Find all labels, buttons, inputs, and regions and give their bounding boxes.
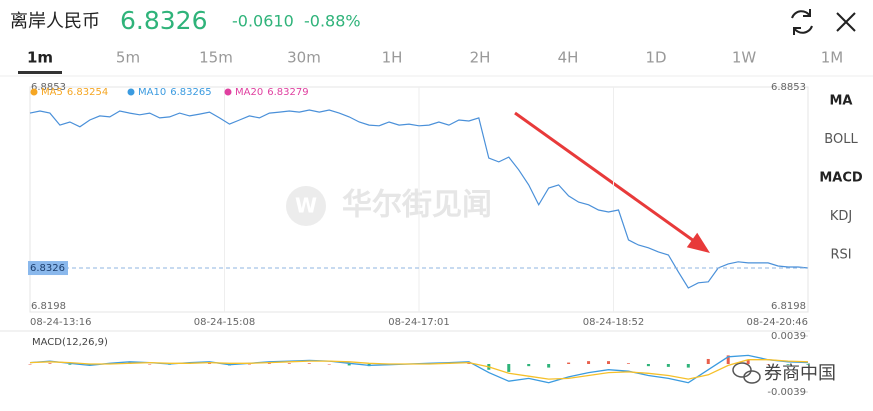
tab[interactable]: 4H bbox=[558, 49, 579, 67]
tab[interactable]: 1D bbox=[645, 49, 666, 67]
svg-text:W: W bbox=[295, 194, 317, 218]
histogram-bar bbox=[527, 364, 531, 367]
close-icon[interactable] bbox=[836, 12, 856, 32]
legend-value: 6.83254 bbox=[67, 87, 108, 98]
last-price-badge bbox=[28, 261, 68, 276]
tab[interactable]: 1m bbox=[27, 49, 53, 67]
tab[interactable]: 1M bbox=[821, 49, 844, 67]
change-percent: -0.88% bbox=[304, 12, 361, 31]
last-price-label: 6.8326 bbox=[30, 263, 65, 274]
y-tick-label: 6.8853 bbox=[31, 82, 66, 93]
watermark: 券商中国 bbox=[764, 363, 836, 384]
histogram-bar bbox=[287, 363, 291, 364]
legend-name: MA10 bbox=[138, 87, 166, 98]
refresh-icon[interactable] bbox=[791, 9, 813, 35]
y-tick-label: 0.0039 bbox=[771, 331, 806, 342]
wechat-icon bbox=[732, 362, 761, 384]
change: -0.0610 bbox=[232, 12, 294, 31]
logo-watermark: W bbox=[286, 186, 326, 226]
histogram-bar bbox=[587, 361, 591, 364]
histogram-bar bbox=[68, 364, 72, 365]
histogram-bar bbox=[626, 363, 630, 364]
histogram-bar bbox=[507, 364, 511, 372]
legend-value: 6.83279 bbox=[267, 87, 308, 98]
histogram-bar bbox=[607, 361, 611, 364]
indicator-tab[interactable]: BOLL bbox=[824, 132, 858, 147]
tab[interactable]: 1W bbox=[732, 49, 757, 67]
x-tick-label: 08-24-13:16 bbox=[30, 317, 91, 328]
tab[interactable]: 1H bbox=[382, 49, 403, 67]
x-tick-label: 08-24-20:46 bbox=[747, 317, 808, 328]
histogram-bar bbox=[746, 359, 750, 364]
watermark: 华尔街见闻 bbox=[342, 188, 492, 223]
x-tick-label: 08-24-15:08 bbox=[194, 317, 255, 328]
histogram-bar bbox=[786, 364, 790, 365]
legend-dot bbox=[127, 88, 135, 96]
tab-underline bbox=[18, 71, 62, 74]
legend-item: MA10 6.83265 bbox=[138, 87, 212, 98]
title: 离岸人民币 bbox=[10, 11, 100, 32]
histogram-bar bbox=[766, 364, 770, 365]
dea-line bbox=[29, 359, 809, 380]
legend-name: MA20 bbox=[235, 87, 263, 98]
histogram-bar bbox=[347, 364, 351, 366]
legend-dot bbox=[30, 88, 38, 96]
y-tick-label: 6.8853 bbox=[771, 82, 806, 93]
legend-item: MA20 6.83279 bbox=[235, 87, 309, 98]
y-tick-label: -0.0039 bbox=[767, 387, 806, 398]
histogram-bar bbox=[567, 362, 571, 364]
histogram-bar bbox=[267, 363, 271, 364]
tab[interactable]: 15m bbox=[199, 49, 233, 67]
indicator-tab[interactable]: MA bbox=[830, 94, 853, 109]
histogram-bar bbox=[148, 364, 152, 365]
histogram-bar bbox=[48, 363, 52, 364]
panel-title: MACD(12,26,9) bbox=[32, 337, 108, 348]
indicator-tab[interactable]: KDJ bbox=[830, 209, 852, 224]
histogram-bar bbox=[327, 364, 331, 365]
y-tick-label: 6.8198 bbox=[31, 301, 66, 312]
histogram-bar bbox=[666, 364, 670, 367]
price-line bbox=[29, 109, 809, 289]
histogram-bar bbox=[307, 363, 311, 364]
indicator-tab[interactable]: MACD bbox=[819, 171, 863, 186]
histogram-bar bbox=[686, 364, 690, 368]
y-tick-label: 6.8198 bbox=[771, 301, 806, 312]
histogram-bar bbox=[28, 364, 32, 365]
indicator-tab[interactable]: RSI bbox=[830, 248, 851, 263]
tab[interactable]: 30m bbox=[287, 49, 321, 67]
legend-value: 6.83265 bbox=[170, 87, 211, 98]
histogram-bar bbox=[467, 363, 471, 364]
histogram-bar bbox=[726, 355, 730, 364]
legend-dot bbox=[224, 88, 232, 96]
price: 6.8326 bbox=[120, 6, 207, 35]
legend-item: MA5 6.83254 bbox=[41, 87, 108, 98]
red-arrow bbox=[514, 111, 710, 253]
x-tick-label: 08-24-17:01 bbox=[388, 317, 449, 328]
histogram-bar bbox=[247, 364, 251, 365]
legend-name: MA5 bbox=[41, 87, 63, 98]
histogram-bar bbox=[208, 363, 212, 364]
histogram-bar bbox=[547, 364, 551, 368]
histogram-bar bbox=[646, 364, 650, 367]
histogram-bar bbox=[88, 364, 92, 366]
x-tick-label: 08-24-18:52 bbox=[583, 317, 644, 328]
tab[interactable]: 2H bbox=[470, 49, 491, 67]
tab[interactable]: 5m bbox=[116, 49, 140, 67]
histogram-bar bbox=[706, 358, 710, 364]
histogram-bar bbox=[806, 364, 810, 365]
